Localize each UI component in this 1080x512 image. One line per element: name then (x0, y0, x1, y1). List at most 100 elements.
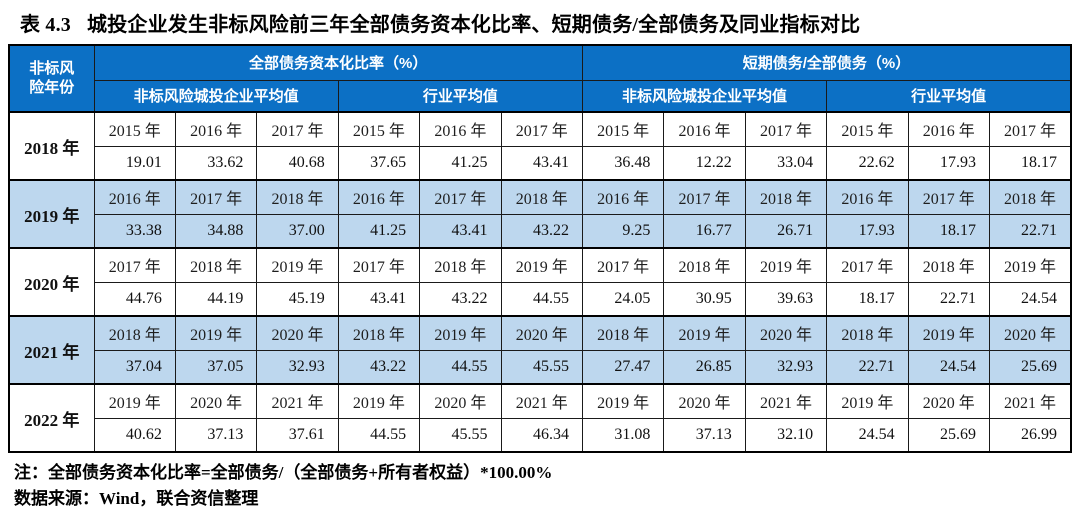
value-cell: 43.22 (419, 281, 502, 317)
value-cell: 12.22 (663, 145, 746, 181)
value-cell: 44.55 (500, 281, 583, 317)
period-cell: 2021 年 (744, 383, 828, 419)
period-cell: 2018 年 (744, 179, 828, 215)
value-cell: 24.54 (988, 281, 1072, 317)
value-cell: 43.22 (500, 213, 583, 249)
value-cell: 17.93 (826, 213, 909, 249)
header-subgroup-row: 非标风险城投企业平均值 行业平均值 非标风险城投企业平均值 行业平均值 (9, 79, 1072, 113)
period-cell: 2017 年 (581, 247, 665, 283)
period-cell: 2019 年 (256, 247, 339, 283)
value-cell: 22.71 (826, 349, 909, 385)
period-cell: 2017 年 (663, 179, 746, 215)
value-cell: 9.25 (581, 213, 665, 249)
value-cell: 34.88 (174, 213, 258, 249)
value-cell: 19.01 (93, 145, 176, 181)
footnote-source: 数据来源：Wind，联合资信整理 (14, 489, 259, 508)
period-cell: 2017 年 (174, 179, 258, 215)
period-cell: 2018 年 (826, 315, 909, 351)
value-cell: 25.69 (988, 349, 1072, 385)
value-cell: 43.41 (337, 281, 421, 317)
period-cell: 2018 年 (93, 315, 176, 351)
value-cell: 26.99 (988, 417, 1072, 453)
value-cell: 44.76 (93, 281, 176, 317)
value-cell: 16.77 (663, 213, 746, 249)
table-row: 2019 年 2016 年 2017 年 2018 年 2016 年 2017 … (8, 179, 1072, 249)
value-cell: 45.19 (256, 281, 339, 317)
period-cell: 2019 年 (174, 315, 258, 351)
value-cell: 43.41 (419, 213, 502, 249)
value-cell: 41.25 (419, 145, 502, 181)
value-cell: 22.62 (826, 145, 909, 181)
risk-year-cell: 2020 年 (8, 247, 95, 317)
value-cell: 37.13 (174, 417, 258, 453)
value-cell: 45.55 (500, 349, 583, 385)
value-cell: 31.08 (581, 417, 665, 453)
period-cell: 2017 年 (500, 111, 583, 147)
period-cell: 2018 年 (907, 247, 990, 283)
subheader-industry-avg-2: 行业平均值 (826, 79, 1072, 113)
table-row: 2020 年 2017 年 2018 年 2019 年 2017 年 2018 … (8, 247, 1072, 317)
period-cell: 2019 年 (663, 315, 746, 351)
period-cell: 2016 年 (419, 111, 502, 147)
table-row: 44.76 44.19 45.19 43.41 43.22 44.55 24.0… (9, 281, 1072, 317)
value-cell: 30.95 (663, 281, 746, 317)
period-cell: 2020 年 (988, 315, 1072, 351)
value-cell: 26.85 (663, 349, 746, 385)
period-cell: 2021 年 (988, 383, 1072, 419)
period-cell: 2019 年 (907, 315, 990, 351)
value-cell: 18.17 (988, 145, 1072, 181)
value-cell: 32.93 (744, 349, 828, 385)
period-cell: 2015 年 (337, 111, 421, 147)
period-cell: 2017 年 (256, 111, 339, 147)
value-cell: 44.19 (174, 281, 258, 317)
value-cell: 24.54 (826, 417, 909, 453)
table-title: 表 4.3 城投企业发生非标风险前三年全部债务资本化比率、短期债务/全部债务及同业… (0, 0, 1080, 44)
period-cell: 2017 年 (419, 179, 502, 215)
value-cell: 33.62 (174, 145, 258, 181)
risk-year-cell: 2022 年 (8, 383, 95, 453)
period-cell: 2019 年 (93, 383, 176, 419)
period-cell: 2017 年 (907, 179, 990, 215)
period-cell: 2018 年 (337, 315, 421, 351)
period-cell: 2017 年 (337, 247, 421, 283)
period-cell: 2020 年 (663, 383, 746, 419)
value-cell: 43.41 (500, 145, 583, 181)
period-cell: 2018 年 (988, 179, 1072, 215)
value-cell: 40.68 (256, 145, 339, 181)
value-cell: 18.17 (826, 281, 909, 317)
period-cell: 2021 年 (256, 383, 339, 419)
table-row: 19.01 33.62 40.68 37.65 41.25 43.41 36.4… (9, 145, 1072, 181)
period-cell: 2020 年 (174, 383, 258, 419)
period-cell: 2018 年 (663, 247, 746, 283)
period-cell: 2019 年 (337, 383, 421, 419)
value-cell: 37.13 (663, 417, 746, 453)
value-cell: 43.22 (337, 349, 421, 385)
group-header-short-term-debt: 短期债务/全部债务（%） (581, 44, 1072, 81)
value-cell: 22.71 (907, 281, 990, 317)
row-header-risk-year: 非标风险年份 (8, 44, 95, 113)
value-cell: 37.05 (174, 349, 258, 385)
period-cell: 2020 年 (256, 315, 339, 351)
value-cell: 24.54 (907, 349, 990, 385)
period-cell: 2020 年 (907, 383, 990, 419)
risk-year-cell: 2021 年 (8, 315, 95, 385)
value-cell: 22.71 (988, 213, 1072, 249)
period-cell: 2018 年 (419, 247, 502, 283)
table-row: 40.62 37.13 37.61 44.55 45.55 46.34 31.0… (9, 417, 1072, 453)
value-cell: 33.38 (93, 213, 176, 249)
table-row: 2021 年 2018 年 2019 年 2020 年 2018 年 2019 … (8, 315, 1072, 385)
period-cell: 2017 年 (93, 247, 176, 283)
value-cell: 37.61 (256, 417, 339, 453)
value-cell: 37.04 (93, 349, 176, 385)
value-cell: 25.69 (907, 417, 990, 453)
period-cell: 2016 年 (826, 179, 909, 215)
period-cell: 2016 年 (581, 179, 665, 215)
period-cell: 2019 年 (826, 383, 909, 419)
value-cell: 37.00 (256, 213, 339, 249)
period-cell: 2016 年 (337, 179, 421, 215)
value-cell: 37.65 (337, 145, 421, 181)
period-cell: 2019 年 (419, 315, 502, 351)
period-cell: 2018 年 (581, 315, 665, 351)
period-cell: 2019 年 (744, 247, 828, 283)
period-cell: 2017 年 (988, 111, 1072, 147)
